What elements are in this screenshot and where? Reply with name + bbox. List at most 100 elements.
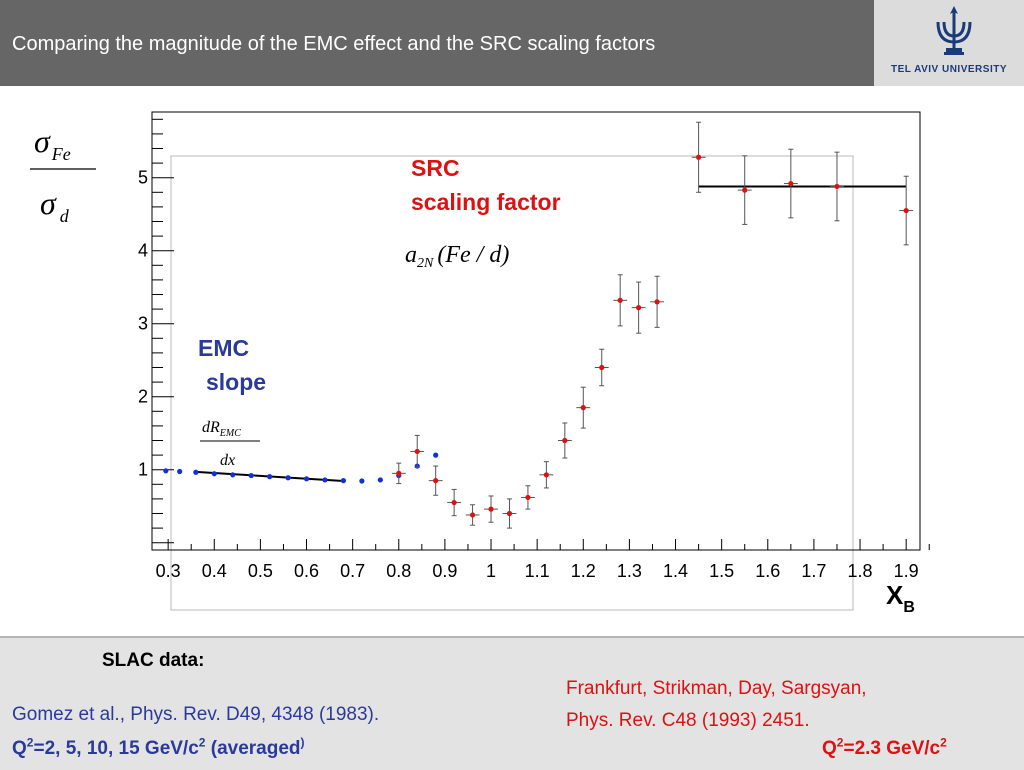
- emc-formula-denominator: dx: [220, 452, 235, 469]
- emc-data-point: [322, 477, 328, 483]
- emc-data-point: [163, 468, 169, 474]
- src-data-point: [414, 448, 420, 455]
- q2-right-value: =2.3 GeV/c: [843, 738, 941, 759]
- y-tick-label: 5: [138, 168, 148, 188]
- x-tick-label: 0.5: [248, 561, 273, 581]
- emc-data-point: [359, 478, 365, 484]
- src-data-point: [654, 299, 660, 305]
- q2-left-values: =2, 5, 10, 15 GeV/c: [33, 738, 199, 759]
- q2-left-exp2: 2: [198, 735, 206, 750]
- x-tick-label: 1.5: [709, 561, 734, 581]
- emc-formula-sub: EMC: [219, 428, 241, 439]
- src-data-point: [488, 506, 494, 512]
- src-data-point: [788, 180, 794, 187]
- emc-formula-dr: dR: [202, 419, 220, 436]
- menorah-icon: [936, 6, 972, 55]
- x-tick-label: 1.7: [801, 561, 826, 581]
- y-axis-label-numerator: σ Fe: [34, 123, 71, 164]
- x-tick-label: 1: [486, 561, 496, 581]
- emc-data-point: [248, 472, 254, 479]
- x-tick-label: 0.3: [156, 561, 181, 581]
- university-logo: TEL AVIV UNIVERSITY: [874, 0, 1024, 86]
- q2-left-paren: ): [300, 735, 305, 750]
- slope-label: slope: [206, 369, 266, 395]
- q2-right: Q2=2.3 GeV/c2: [822, 735, 947, 760]
- header-bar: Comparing the magnitude of the EMC effec…: [0, 0, 874, 86]
- x-tick-label: 0.7: [340, 561, 365, 581]
- frankfurt-line1: Frankfurt, Strikman, Day, Sargsyan,: [566, 678, 867, 699]
- emc-data-point: [267, 474, 273, 480]
- src-data-point: [543, 472, 549, 478]
- src-data-point: [396, 470, 402, 476]
- y-tick-label: 3: [138, 314, 148, 334]
- frankfurt-line2: Phys. Rev. C48 (1993) 2451.: [566, 710, 810, 731]
- emc-data-point: [193, 469, 199, 475]
- chart: 1 2 3 4 5 0.3 0.4 0.5 0.6 0.7 0.8 0.9 1 1.1 1.2 1.3 1.4 1…: [30, 111, 930, 616]
- x-tick-label: 1.9: [894, 561, 919, 581]
- src-data-point: [617, 297, 623, 303]
- src-data-point: [433, 478, 439, 484]
- x-tick-label: 1.6: [755, 561, 780, 581]
- x-tick-label: 0.8: [386, 561, 411, 581]
- gomez-reference: Gomez et al., Phys. Rev. D49, 4348 (1983…: [12, 704, 380, 725]
- src-data-point: [580, 405, 586, 411]
- q2-left: Q2=2, 5, 10, 15 GeV/c2 (averaged): [12, 735, 305, 760]
- x-axis-label-sub: B: [903, 599, 915, 616]
- emc-data-point: [303, 476, 310, 482]
- src-data-point: [451, 499, 457, 506]
- q2-left-exp: 2: [26, 735, 34, 750]
- src-data-point: [834, 183, 840, 190]
- emc-data-point: [433, 452, 439, 458]
- emc-data-point: [211, 471, 217, 477]
- x-tick-label: 0.6: [294, 561, 319, 581]
- y-axis-sigma-d: σ: [40, 185, 57, 221]
- x-tick-label: 0.4: [202, 561, 227, 581]
- src-formula-sub: 2N: [417, 256, 434, 271]
- emc-data-point: [177, 468, 183, 475]
- src-data-point: [742, 187, 748, 193]
- scaling-factor-label: scaling factor: [411, 189, 561, 215]
- plot-frame: [151, 111, 921, 551]
- y-axis-sub-fe: Fe: [51, 144, 71, 164]
- x-tick-label: 1.4: [663, 561, 688, 581]
- x-tick-label: 1.2: [571, 561, 596, 581]
- src-data-point: [903, 207, 909, 214]
- x-axis-label: XB: [886, 580, 915, 616]
- x-axis-label-main: X: [886, 580, 904, 610]
- footer-panel: SLAC data: Gomez et al., Phys. Rev. D49,…: [0, 636, 1024, 770]
- slac-label: SLAC data:: [102, 650, 205, 671]
- inner-pad-frame: [170, 155, 854, 611]
- src-formula-a: a: [405, 242, 417, 268]
- src-data-point: [562, 437, 568, 444]
- slide-title: Comparing the magnitude of the EMC effec…: [12, 33, 656, 55]
- emc-data-point: [340, 478, 347, 484]
- src-data-point: [506, 510, 513, 517]
- logo-text: TEL AVIV UNIVERSITY: [891, 64, 1007, 75]
- x-tick-label: 1.1: [525, 561, 550, 581]
- src-formula-rest: (Fe / d): [437, 242, 509, 268]
- y-tick-label: 1: [138, 460, 148, 480]
- x-tick-label: 1.3: [617, 561, 642, 581]
- emc-data-point: [377, 477, 383, 483]
- y-axis-sigma: σ: [34, 123, 51, 159]
- y-tick-label: 4: [138, 241, 148, 261]
- y-axis-sub-d: d: [60, 206, 70, 226]
- emc-formula-numerator: dREMC: [202, 419, 241, 439]
- emc-data-point: [285, 475, 291, 481]
- src-data-point: [469, 512, 476, 518]
- src-data-point: [636, 305, 642, 311]
- q2-right-exp2: 2: [940, 735, 947, 750]
- src-data-point: [525, 494, 531, 501]
- src-label: SRC: [411, 155, 460, 181]
- x-tick-label: 1.8: [848, 561, 873, 581]
- q2-left-averaged: (averaged: [205, 738, 301, 759]
- q2-right-q: Q: [822, 738, 837, 759]
- q2-right-exp: 2: [836, 735, 844, 750]
- src-data-point: [599, 364, 605, 371]
- emc-data-point: [230, 472, 236, 478]
- y-tick-label: 2: [138, 387, 148, 407]
- emc-label: EMC: [198, 335, 249, 361]
- src-data-point: [695, 154, 702, 160]
- q2-left-q: Q: [12, 738, 27, 759]
- src-formula: a2N (Fe / d): [405, 242, 509, 271]
